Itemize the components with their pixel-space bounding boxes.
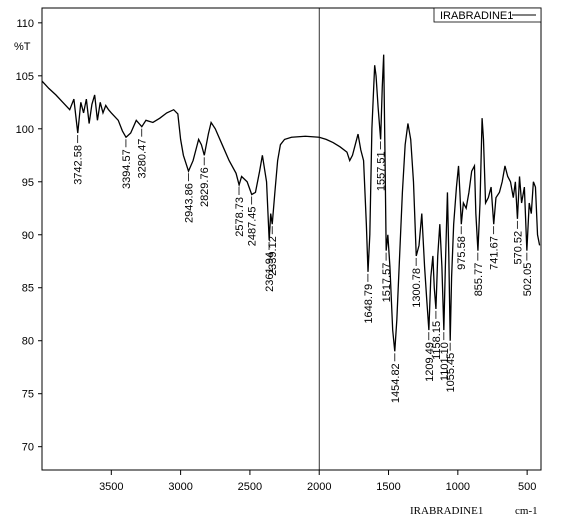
peak-label: 1517.57	[381, 263, 393, 303]
y-tick-label: 70	[22, 442, 34, 454]
x-tick-label: 2500	[238, 481, 262, 493]
peak-label: 975.58	[456, 236, 468, 270]
y-tick-label: 85	[22, 283, 34, 295]
peak-label: 1101.10	[439, 342, 451, 381]
peak-label: 1209.49	[424, 342, 436, 382]
x-tick-label: 3500	[99, 481, 123, 493]
peak-label: 2361.94	[264, 252, 276, 292]
peak-label: 855.77	[473, 263, 485, 297]
legend-box	[433, 7, 542, 23]
peak-label: 570.52	[512, 231, 524, 265]
peak-label: 1557.51	[376, 151, 388, 191]
peak-label: 741.67	[489, 236, 501, 270]
peak-label: 2578.73	[234, 197, 246, 237]
y-axis-label: %T	[14, 41, 31, 53]
peak-label: 1300.78	[411, 268, 423, 308]
y-tick-label: 90	[22, 230, 34, 242]
y-tick-label: 75	[22, 389, 34, 401]
peak-label: 2339.12	[267, 236, 279, 276]
x-tick-label: 1500	[376, 481, 400, 493]
x-tick-label: 1000	[446, 481, 470, 493]
peak-label: 1158.15	[431, 321, 443, 360]
y-tick-label: 110	[16, 18, 34, 30]
peak-label: 2943.86	[183, 183, 195, 223]
spectrum-line	[41, 54, 541, 352]
peak-label: 1454.82	[390, 363, 402, 403]
y-tick-label: 80	[22, 336, 34, 348]
x-tick-label: 2000	[307, 481, 331, 493]
y-tick-label: 100	[16, 124, 34, 136]
peak-label: 1648.79	[363, 284, 375, 324]
peak-label: 3742.58	[73, 145, 85, 185]
legend-label: IRABRADINE1	[440, 10, 513, 22]
footer-label: IRABRADINE1	[410, 505, 483, 517]
peak-label: 3280.47	[137, 139, 149, 179]
peak-label: 1055.45	[445, 353, 457, 393]
x-tick-label: 500	[518, 481, 536, 493]
x-axis-label: cm-1	[515, 505, 538, 517]
x-tick-label: 3000	[168, 481, 192, 493]
peak-label: 502.05	[522, 263, 534, 297]
peak-label: 3394.57	[121, 149, 133, 189]
y-tick-label: 105	[16, 71, 34, 83]
plot-frame	[41, 7, 542, 471]
peak-label: 2829.76	[199, 167, 211, 207]
peak-label: 2487.45	[247, 206, 259, 246]
y-tick-label: 95	[22, 177, 34, 189]
